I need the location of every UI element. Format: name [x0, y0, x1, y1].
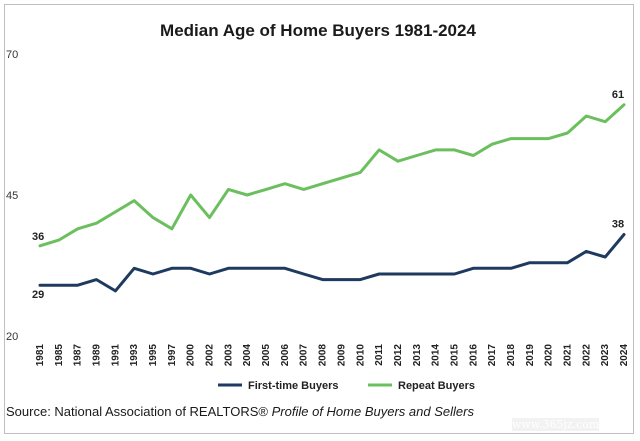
- source-note: Source: National Association of REALTORS…: [6, 404, 474, 419]
- x-tick-label: 2005: [261, 344, 272, 367]
- x-tick-label: 2007: [299, 344, 310, 367]
- y-tick-label: 20: [6, 331, 18, 343]
- legend-label: First-time Buyers: [248, 380, 338, 392]
- y-tick-label: 70: [6, 49, 18, 61]
- x-tick-label: 1991: [110, 344, 121, 367]
- x-tick-label: 1985: [54, 344, 65, 367]
- y-tick-label: 45: [6, 190, 18, 202]
- watermark: www.365jz.com: [512, 418, 600, 431]
- x-tick-label: 2024: [619, 344, 630, 367]
- x-tick-label: 1995: [148, 344, 159, 367]
- x-tick-label: 2006: [280, 344, 291, 367]
- x-tick-label: 1989: [92, 344, 103, 367]
- x-tick-label: 2004: [242, 344, 253, 367]
- x-tick-label: 2000: [186, 344, 197, 367]
- x-tick-label: 2002: [205, 344, 216, 367]
- source-prefix: Source: National Association of REALTORS…: [6, 404, 268, 419]
- end-value-label: 38: [612, 218, 624, 230]
- x-tick-label: 2013: [412, 344, 423, 367]
- x-tick-label: 2017: [487, 344, 498, 367]
- x-tick-label: 2011: [374, 344, 385, 366]
- labels-layer: 29 38 36 61: [32, 89, 624, 301]
- x-tick-label: 1997: [167, 344, 178, 367]
- x-tick-label: 1981: [35, 344, 46, 367]
- x-tick-label: 2012: [393, 344, 404, 367]
- x-tick-label: 2016: [468, 344, 479, 367]
- start-value-label: 36: [32, 231, 44, 243]
- x-tick-label: 2008: [318, 344, 329, 367]
- x-tick-label: 2018: [506, 344, 517, 367]
- x-tick-label: 2003: [223, 344, 234, 367]
- series-layer: [38, 103, 626, 293]
- x-tick-label: 2014: [431, 344, 442, 367]
- x-tick-label: 2009: [336, 344, 347, 367]
- series-line-first-time-buyers: [38, 233, 626, 293]
- chart-title: Median Age of Home Buyers 1981-2024: [160, 21, 476, 40]
- x-tick-label: 1987: [73, 344, 84, 367]
- chart-frame: [4, 4, 634, 434]
- series-line-repeat-buyers: [38, 103, 626, 248]
- end-value-label: 61: [612, 89, 624, 101]
- start-value-label: 29: [32, 289, 44, 301]
- x-tick-label: 2019: [525, 344, 536, 367]
- x-tick-label: 2015: [449, 344, 460, 367]
- legend-label: Repeat Buyers: [398, 380, 475, 392]
- x-tick-label: 2020: [544, 344, 555, 367]
- x-tick-label: 2021: [562, 344, 573, 367]
- x-tick-label: 1993: [129, 344, 140, 367]
- legend: First-time Buyers Repeat Buyers: [218, 380, 475, 392]
- x-tick-label: 2010: [355, 344, 366, 367]
- x-tick-label: 2022: [581, 344, 592, 367]
- x-tick-label: 2023: [600, 344, 611, 367]
- chart-axes: 20 45 70 1981 1985 1987 1989 1991 1993 1995 1997 20…: [6, 49, 630, 366]
- source-title: Profile of Home Buyers and Sellers: [271, 404, 474, 419]
